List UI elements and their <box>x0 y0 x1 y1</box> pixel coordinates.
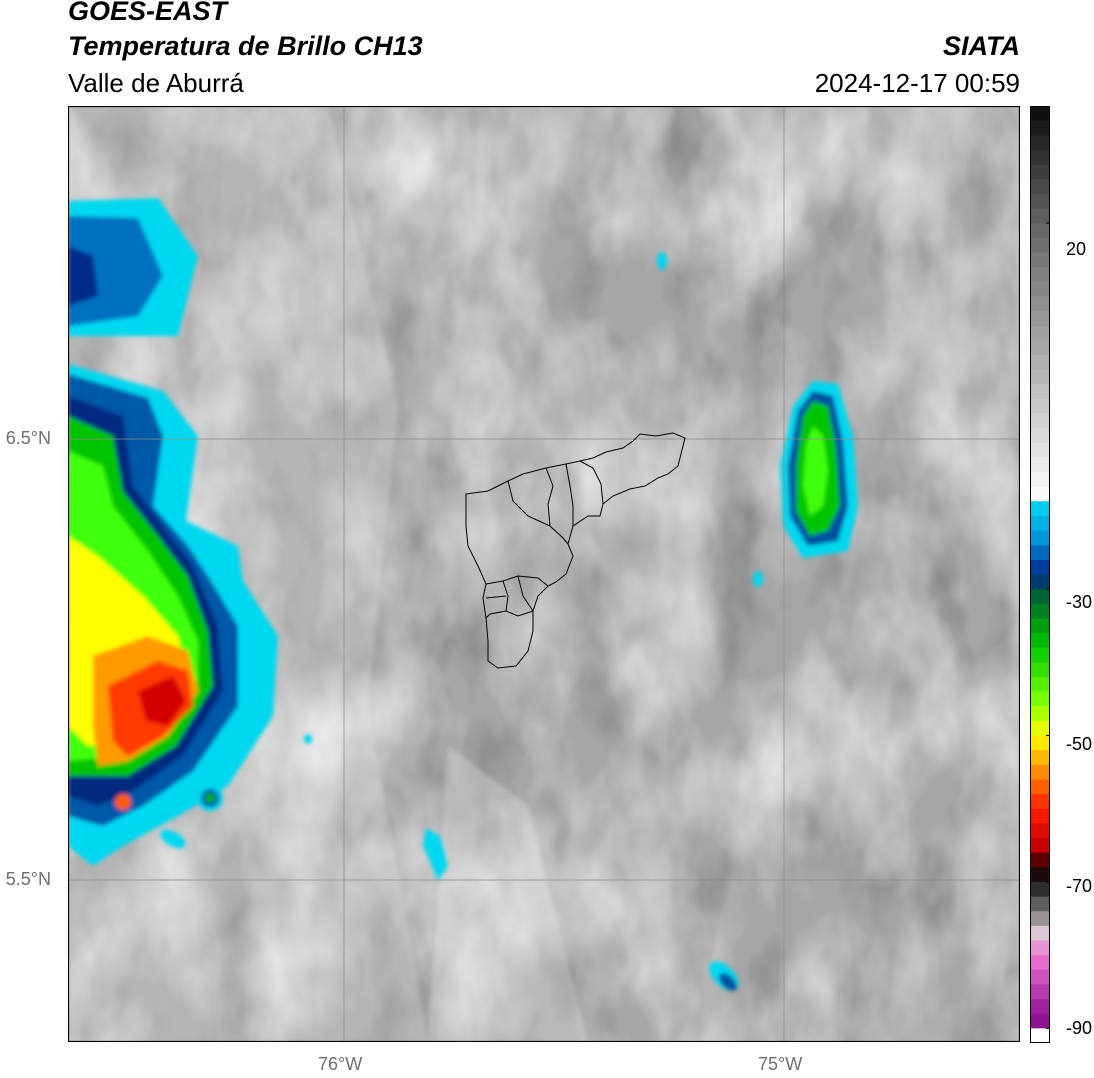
colorbar-segment <box>1030 808 1050 824</box>
colorbar-segment <box>1030 764 1050 781</box>
colorbar-segment <box>1030 706 1050 722</box>
colorbar-segment <box>1030 193 1050 210</box>
colorbar-segment <box>1030 574 1050 590</box>
colorbar-segment <box>1030 515 1050 532</box>
agency-title: SIATA <box>943 31 1020 61</box>
colorbar-segment <box>1030 472 1050 488</box>
colorbar-segment <box>1030 340 1050 356</box>
colorbar-segment <box>1030 662 1050 678</box>
colorbar-segment <box>1030 1013 1050 1029</box>
colorbar-segment <box>1030 208 1050 224</box>
colorbar-segment <box>1030 223 1050 239</box>
colorbar-segment <box>1030 559 1050 576</box>
region-title: Valle de Aburrá <box>68 68 244 98</box>
colorbar-segment <box>1030 530 1050 546</box>
colorbar-segment <box>1030 779 1050 795</box>
temperature-colorbar <box>1030 106 1050 1043</box>
colorbar-segment <box>1030 867 1050 883</box>
colorbar-segment <box>1030 442 1050 458</box>
colorbar-frame <box>1030 106 1050 1043</box>
colorbar-tick-label: 20 <box>1066 239 1087 259</box>
lon-tick-label: 75°W <box>758 1054 803 1074</box>
colorbar-segment <box>1030 881 1050 898</box>
colorbar-segment <box>1030 237 1050 254</box>
colorbar-segment <box>1030 369 1050 385</box>
colorbar-segment <box>1030 633 1050 649</box>
colorbar-segment <box>1030 925 1050 942</box>
colorbar-segment <box>1030 398 1050 415</box>
colorbar-segment <box>1030 647 1050 663</box>
colorbar-segment <box>1030 1028 1050 1043</box>
brightness-temperature-map <box>68 106 1020 1042</box>
colorbar-segment <box>1030 955 1050 971</box>
colorbar-segment <box>1030 149 1050 166</box>
colorbar-segment <box>1030 691 1050 707</box>
datetime-title: 2024-12-17 00:59 <box>814 68 1020 98</box>
satellite-title: GOES-EAST <box>68 0 228 26</box>
colorbar-segment <box>1030 794 1050 810</box>
colorbar-segment <box>1030 618 1050 634</box>
colorbar-segment <box>1030 911 1050 927</box>
colorbar-segment <box>1030 179 1050 195</box>
lon-tick-label: 76°W <box>318 1054 363 1074</box>
colorbar-tick-label: -50 <box>1066 734 1093 754</box>
eastern-convective-cell <box>780 381 858 558</box>
colorbar-segment <box>1030 252 1050 268</box>
colorbar-segment <box>1030 984 1050 1000</box>
colorbar-segment <box>1030 969 1050 986</box>
colorbar-segment <box>1030 940 1050 956</box>
colorbar-segment <box>1030 120 1050 136</box>
colorbar-segment <box>1030 135 1050 151</box>
colorbar-segment <box>1030 281 1050 297</box>
graticule <box>68 106 1020 1042</box>
colorbar-segment <box>1030 428 1050 444</box>
colorbar-segment <box>1030 413 1050 429</box>
colorbar-tick-label: -90 <box>1066 1018 1093 1038</box>
valle-de-aburra-boundary <box>465 432 686 669</box>
colorbar-segment <box>1030 999 1050 1015</box>
colorbar-segment <box>1030 750 1050 766</box>
colorbar-segment <box>1030 589 1050 605</box>
colorbar-segment <box>1030 457 1050 473</box>
lat-tick-label: 6.5°N <box>5 428 51 448</box>
colorbar-segment <box>1030 852 1050 868</box>
colorbar-segment <box>1030 267 1050 283</box>
small-cloud-cells <box>423 252 763 991</box>
colorbar-segment <box>1030 501 1050 517</box>
colorbar-segment <box>1030 823 1050 839</box>
colorbar-segment <box>1030 310 1050 327</box>
colorbar-segment <box>1030 486 1050 502</box>
colorbar-segment <box>1030 164 1050 180</box>
colorbar-segment <box>1030 296 1050 312</box>
western-convective-system <box>68 198 312 866</box>
colorbar-segment <box>1030 325 1050 341</box>
colorbar-tick-label: -30 <box>1066 592 1093 612</box>
lat-tick-label: 5.5°N <box>5 869 51 889</box>
colorbar-segment <box>1030 603 1050 620</box>
colorbar-segment <box>1030 896 1050 912</box>
colorbar-segment <box>1030 384 1050 400</box>
colorbar-tick-label: -70 <box>1066 876 1093 896</box>
colorbar-segment <box>1030 720 1050 737</box>
colorbar-segment <box>1030 354 1050 371</box>
colorbar-segment <box>1030 106 1050 122</box>
product-title: Temperatura de Brillo CH13 <box>68 31 423 61</box>
colorbar-segment <box>1030 735 1050 751</box>
colorbar-segment <box>1030 838 1050 854</box>
colorbar-segment <box>1030 545 1050 561</box>
map-frame <box>68 106 1020 1042</box>
colorbar-segment <box>1030 676 1050 693</box>
